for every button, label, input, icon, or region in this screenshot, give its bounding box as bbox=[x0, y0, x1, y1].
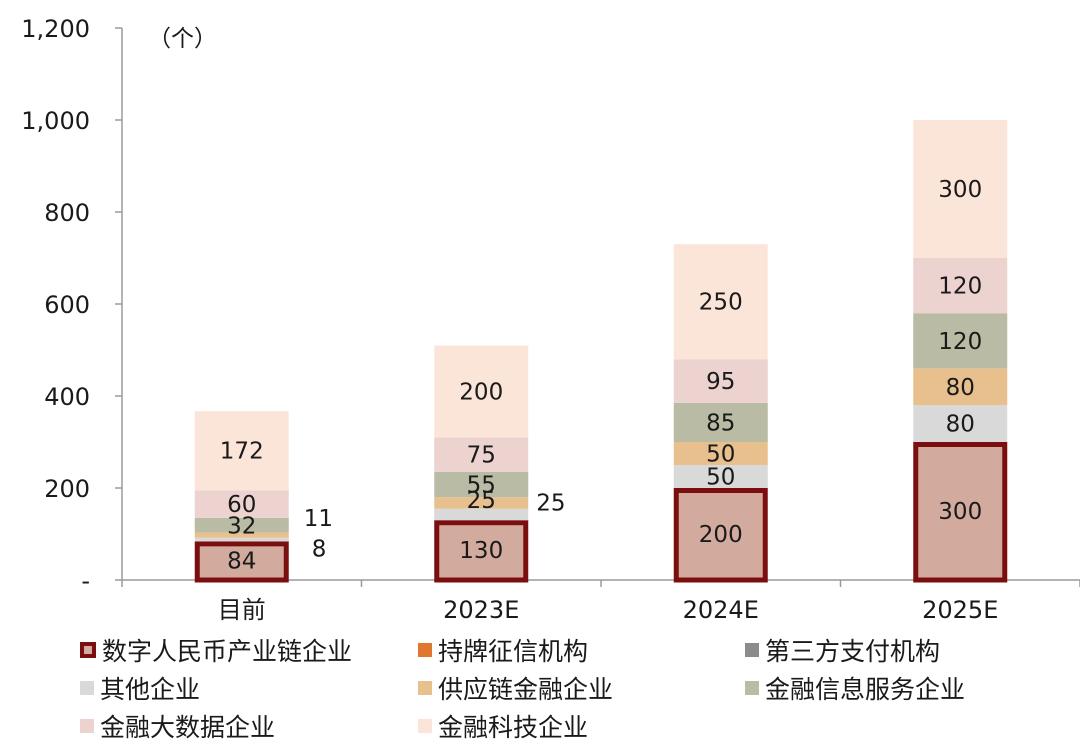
legend-swatch bbox=[418, 681, 432, 695]
y-axis: - 200 400 600 800 1,000 1,200 bbox=[21, 15, 123, 595]
data-label: 130 bbox=[459, 538, 503, 564]
bar-segment bbox=[194, 517, 289, 533]
bar-segment bbox=[673, 488, 768, 583]
legend-swatch bbox=[745, 643, 759, 657]
x-tick-label: 2024E bbox=[683, 596, 759, 624]
bar-segment bbox=[434, 520, 529, 583]
data-label: 120 bbox=[938, 274, 982, 300]
x-tick-label: 目前 bbox=[218, 596, 266, 624]
data-labels: 84 81132601721302525557520020050508595250… bbox=[220, 177, 982, 575]
legend-swatch bbox=[418, 719, 432, 733]
legend-label: 其他企业 bbox=[100, 675, 201, 704]
y-tick-label: 1,000 bbox=[21, 107, 90, 135]
bar-segment bbox=[913, 442, 1008, 583]
bar-segment bbox=[673, 359, 768, 403]
data-label: 84 bbox=[227, 549, 256, 575]
data-label: 11 bbox=[304, 506, 333, 532]
bar-segment bbox=[434, 471, 529, 498]
bar-segment bbox=[673, 244, 768, 360]
y-tick-label: - bbox=[81, 567, 90, 595]
bar-segment bbox=[673, 442, 768, 465]
y-tick-label: 1,200 bbox=[21, 15, 90, 43]
data-label: 120 bbox=[938, 329, 982, 355]
legend-swatch bbox=[80, 681, 94, 695]
legend-item: 金融科技企业 bbox=[418, 708, 588, 744]
data-label: 80 bbox=[946, 412, 975, 438]
x-tick-label: 2025E bbox=[922, 596, 998, 624]
y-tick-label: 200 bbox=[44, 475, 90, 503]
y-tick-label: 400 bbox=[44, 383, 90, 411]
data-label: 55 bbox=[467, 473, 496, 499]
bar-segment bbox=[913, 368, 1008, 406]
data-label: 300 bbox=[938, 177, 982, 203]
legend-item: 金融信息服务企业 bbox=[745, 670, 965, 706]
data-label: 85 bbox=[706, 410, 735, 436]
bar-segment bbox=[194, 532, 289, 538]
x-tick-label: 2023E bbox=[443, 596, 519, 624]
data-label: 80 bbox=[946, 375, 975, 401]
legend-label: 金融大数据企业 bbox=[100, 713, 276, 742]
legend-item: 第三方支付机构 bbox=[745, 632, 940, 668]
legend-label: 数字人民币产业链企业 bbox=[102, 637, 353, 666]
bar-segment bbox=[194, 411, 289, 491]
legend-swatch bbox=[80, 642, 96, 658]
legend-item: 持牌征信机构 bbox=[418, 632, 588, 668]
data-label: 200 bbox=[699, 522, 743, 548]
bar-segment bbox=[434, 437, 529, 472]
legend-item: 金融大数据企业 bbox=[80, 708, 275, 744]
data-label: 172 bbox=[220, 439, 264, 465]
bar-segment bbox=[194, 537, 289, 542]
data-label: 250 bbox=[699, 290, 743, 316]
legend-label: 金融科技企业 bbox=[438, 713, 589, 742]
bar-segment bbox=[913, 258, 1008, 314]
legend-swatch bbox=[745, 681, 759, 695]
legend-swatch bbox=[80, 719, 94, 733]
legend-swatch bbox=[418, 643, 432, 657]
legend-label: 第三方支付机构 bbox=[765, 637, 941, 666]
data-label: 32 bbox=[227, 513, 256, 539]
data-label: 300 bbox=[938, 499, 982, 525]
unit-label: （个） bbox=[148, 26, 217, 52]
bars bbox=[194, 120, 1008, 583]
data-label: 60 bbox=[227, 492, 256, 518]
legend-label: 金融信息服务企业 bbox=[765, 675, 966, 704]
data-label: 25 bbox=[536, 490, 565, 516]
data-label: 50 bbox=[706, 442, 735, 468]
data-label: 8 bbox=[312, 537, 327, 563]
legend-item: 其他企业 bbox=[80, 670, 200, 706]
data-label: 95 bbox=[706, 369, 735, 395]
bar-segment bbox=[913, 120, 1008, 258]
bar-segment bbox=[434, 497, 529, 509]
data-label: 200 bbox=[459, 379, 503, 405]
data-label: 25 bbox=[467, 488, 496, 514]
x-axis: 目前 2023E 2024E 2025E bbox=[121, 579, 1080, 624]
bar-segment bbox=[194, 490, 289, 518]
bar-segment bbox=[194, 541, 289, 583]
bar-segment bbox=[434, 345, 529, 438]
data-label: 75 bbox=[467, 443, 496, 469]
y-tick-label: 600 bbox=[44, 291, 90, 319]
bar-segment bbox=[913, 405, 1008, 442]
bar-segment bbox=[673, 402, 768, 442]
legend-label: 供应链金融企业 bbox=[438, 675, 614, 704]
bar-segment bbox=[913, 313, 1008, 369]
legend-item: 数字人民币产业链企业 bbox=[80, 632, 352, 668]
y-tick-label: 800 bbox=[44, 199, 90, 227]
legend-item: 供应链金融企业 bbox=[418, 670, 613, 706]
bar-segment bbox=[673, 465, 768, 488]
legend-label: 持牌征信机构 bbox=[438, 637, 589, 666]
data-label: 50 bbox=[706, 465, 735, 491]
bar-segment bbox=[434, 508, 529, 521]
